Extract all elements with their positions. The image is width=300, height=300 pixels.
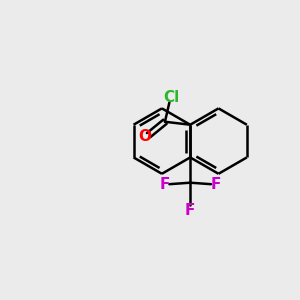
Text: Cl: Cl (163, 90, 179, 105)
Text: O: O (139, 129, 152, 144)
Text: F: F (211, 177, 221, 192)
Text: F: F (159, 177, 170, 192)
Text: F: F (185, 203, 195, 218)
